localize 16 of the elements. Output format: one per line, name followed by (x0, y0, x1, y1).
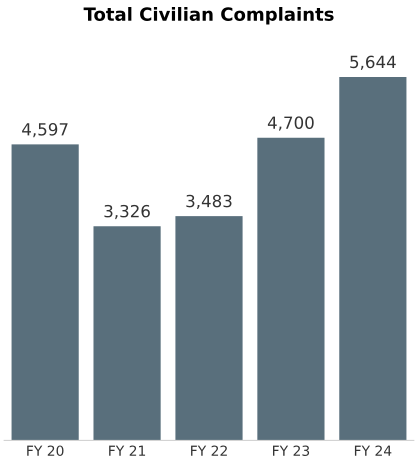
bar (93, 226, 161, 440)
x-tick-label: FY 20 (27, 445, 64, 456)
bar (339, 76, 406, 440)
bar (175, 216, 243, 440)
data-label: 3,483 (186, 194, 232, 210)
data-label: 4,597 (22, 122, 68, 138)
x-tick-label: FY 21 (109, 445, 146, 456)
bar (12, 144, 79, 440)
bar (257, 138, 325, 440)
x-tick-label: FY 23 (273, 445, 310, 456)
data-label: 4,700 (268, 116, 314, 131)
data-label: 3,326 (104, 204, 150, 220)
chart-title: Total Civilian Complaints (84, 6, 334, 24)
x-tick-label: FY 24 (354, 445, 392, 456)
x-tick-label: FY 22 (191, 445, 227, 456)
data-label: 5,644 (350, 56, 396, 70)
